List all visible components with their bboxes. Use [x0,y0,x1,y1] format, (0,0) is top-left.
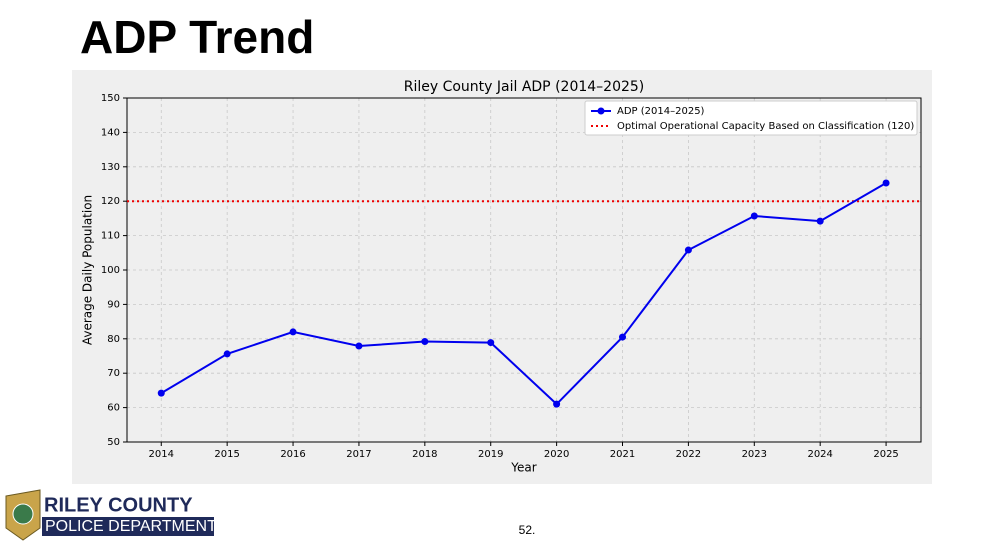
x-tick-label: 2021 [610,449,635,460]
x-tick-label: 2018 [412,449,437,460]
data-point [619,333,627,341]
logo: RILEY COUNTY POLICE DEPARTMENT [5,489,217,541]
y-tick-label: 70 [107,368,120,379]
y-tick-label: 100 [101,265,120,276]
data-point [816,217,824,225]
plot-frame [126,97,922,443]
legend-label: ADP (2014–2025) [617,106,705,117]
y-tick-label: 130 [101,162,120,173]
legend-box [584,100,918,136]
y-tick-label: 80 [107,334,120,345]
y-tick-label: 50 [107,437,120,448]
x-tick-label: 2017 [346,449,371,460]
y-tick-label: 150 [101,93,120,104]
logo-text: POLICE DEPARTMENT [45,518,217,535]
x-tick-label: 2014 [149,449,174,460]
legend-label: Optimal Operational Capacity Based on Cl… [617,121,914,132]
x-tick-label: 2025 [873,449,898,460]
page-number: 52. [519,523,536,537]
data-point [882,179,890,187]
y-axis-label: Average Daily Population [81,195,95,345]
x-tick-label: 2019 [478,449,503,460]
y-tick-label: 110 [101,231,120,242]
x-tick-label: 2022 [676,449,701,460]
legend-swatch [597,107,605,115]
y-tick-label: 120 [101,196,120,207]
data-point [157,389,165,397]
data-point [553,400,561,408]
data-point [684,246,692,254]
y-tick-label: 60 [107,403,120,414]
data-point [355,342,363,350]
logo-text: RILEY COUNTY [44,494,193,516]
data-point [223,350,231,358]
x-tick-label: 2020 [544,449,569,460]
y-tick-label: 90 [107,299,120,310]
y-tick-label: 140 [101,127,120,138]
logo-banner [42,517,214,536]
x-tick-label: 2024 [807,449,832,460]
x-tick-label: 2016 [280,449,305,460]
slide-title: ADP Trend [80,11,314,63]
chart-title: Riley County Jail ADP (2014–2025) [404,79,645,95]
data-point [487,339,495,347]
x-tick-label: 2015 [214,449,239,460]
x-axis-label: Year [510,461,536,475]
chart-background [72,70,932,484]
data-line [160,182,887,406]
x-tick-label: 2023 [742,449,767,460]
data-point [289,328,297,336]
badge-seal [12,503,34,525]
data-point [750,212,758,220]
data-point [421,338,429,346]
